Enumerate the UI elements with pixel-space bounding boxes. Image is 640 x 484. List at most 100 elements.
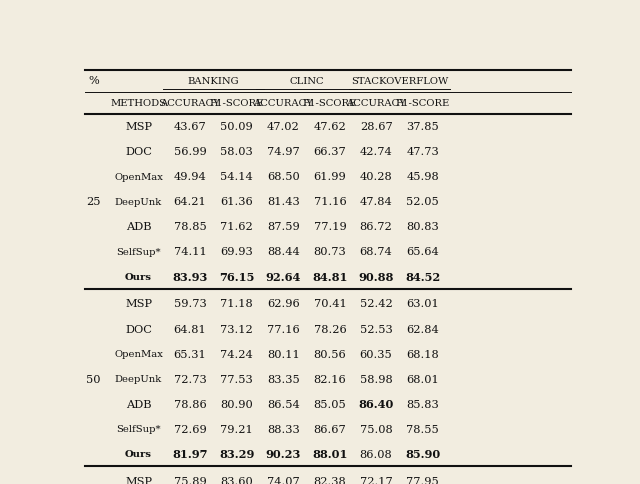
Text: 83.29: 83.29: [219, 448, 255, 459]
Text: 86.08: 86.08: [360, 449, 392, 459]
Text: 40.28: 40.28: [360, 172, 392, 182]
Text: 72.73: 72.73: [173, 374, 207, 384]
Text: 61.99: 61.99: [314, 172, 346, 182]
Text: 47.62: 47.62: [314, 122, 346, 132]
Text: 82.38: 82.38: [314, 476, 346, 484]
Text: 77.95: 77.95: [406, 476, 439, 484]
Text: F1-SCORE: F1-SCORE: [210, 99, 264, 107]
Text: 78.85: 78.85: [173, 222, 207, 232]
Text: 88.01: 88.01: [312, 448, 348, 459]
Text: 75.89: 75.89: [173, 476, 207, 484]
Text: DOC: DOC: [125, 324, 152, 334]
Text: STACKOVERFLOW: STACKOVERFLOW: [351, 77, 448, 86]
Text: 71.16: 71.16: [314, 197, 346, 207]
Text: 80.83: 80.83: [406, 222, 439, 232]
Text: OpenMax: OpenMax: [114, 349, 163, 358]
Text: 58.03: 58.03: [220, 147, 253, 157]
Text: DeepUnk: DeepUnk: [115, 197, 162, 206]
Text: 28.67: 28.67: [360, 122, 392, 132]
Text: 80.73: 80.73: [314, 247, 346, 257]
Text: 77.53: 77.53: [220, 374, 253, 384]
Text: 50.09: 50.09: [220, 122, 253, 132]
Text: 45.98: 45.98: [406, 172, 439, 182]
Text: 84.81: 84.81: [312, 271, 348, 282]
Text: 76.15: 76.15: [219, 271, 255, 282]
Text: 68.50: 68.50: [267, 172, 300, 182]
Text: 77.19: 77.19: [314, 222, 346, 232]
Text: 82.16: 82.16: [314, 374, 346, 384]
Text: 69.93: 69.93: [220, 247, 253, 257]
Text: 83.60: 83.60: [220, 476, 253, 484]
Text: 83.35: 83.35: [267, 374, 300, 384]
Text: 60.35: 60.35: [360, 349, 392, 359]
Text: 47.73: 47.73: [406, 147, 439, 157]
Text: 65.64: 65.64: [406, 247, 439, 257]
Text: 54.14: 54.14: [220, 172, 253, 182]
Text: 80.56: 80.56: [314, 349, 346, 359]
Text: 59.73: 59.73: [173, 299, 207, 309]
Text: ACCURACY: ACCURACY: [346, 99, 406, 107]
Text: 90.88: 90.88: [358, 271, 394, 282]
Text: 85.05: 85.05: [314, 399, 346, 408]
Text: 78.55: 78.55: [406, 424, 439, 434]
Text: 56.99: 56.99: [173, 147, 207, 157]
Text: 61.36: 61.36: [220, 197, 253, 207]
Text: F1-SCORE: F1-SCORE: [396, 99, 450, 107]
Text: 58.98: 58.98: [360, 374, 392, 384]
Text: 68.74: 68.74: [360, 247, 392, 257]
Text: ADB: ADB: [125, 399, 151, 408]
Text: 62.96: 62.96: [267, 299, 300, 309]
Text: 47.02: 47.02: [267, 122, 300, 132]
Text: ACCURACY: ACCURACY: [253, 99, 314, 107]
Text: Ours: Ours: [125, 449, 152, 458]
Text: 81.43: 81.43: [267, 197, 300, 207]
Text: 64.21: 64.21: [173, 197, 207, 207]
Text: 85.83: 85.83: [406, 399, 439, 408]
Text: OpenMax: OpenMax: [114, 172, 163, 182]
Text: 68.18: 68.18: [406, 349, 439, 359]
Text: 84.52: 84.52: [405, 271, 440, 282]
Text: 77.16: 77.16: [267, 324, 300, 334]
Text: METHODS: METHODS: [111, 99, 166, 107]
Text: DOC: DOC: [125, 147, 152, 157]
Text: 86.40: 86.40: [358, 398, 394, 409]
Text: DeepUnk: DeepUnk: [115, 374, 162, 383]
Text: 90.23: 90.23: [266, 448, 301, 459]
Text: 71.18: 71.18: [220, 299, 253, 309]
Text: 74.07: 74.07: [267, 476, 300, 484]
Text: 65.31: 65.31: [173, 349, 207, 359]
Text: MSP: MSP: [125, 299, 152, 309]
Text: 52.05: 52.05: [406, 197, 439, 207]
Text: 88.33: 88.33: [267, 424, 300, 434]
Text: 49.94: 49.94: [173, 172, 207, 182]
Text: 64.81: 64.81: [173, 324, 207, 334]
Text: SelfSup*: SelfSup*: [116, 424, 161, 433]
Text: F1-SCORE: F1-SCORE: [303, 99, 357, 107]
Text: 63.01: 63.01: [406, 299, 439, 309]
Text: ACCURACY: ACCURACY: [160, 99, 220, 107]
Text: 79.21: 79.21: [220, 424, 253, 434]
Text: 52.53: 52.53: [360, 324, 392, 334]
Text: Ours: Ours: [125, 272, 152, 281]
Text: 72.17: 72.17: [360, 476, 392, 484]
Text: BANKING: BANKING: [188, 77, 239, 86]
Text: 74.24: 74.24: [220, 349, 253, 359]
Text: 47.84: 47.84: [360, 197, 392, 207]
Text: ADB: ADB: [125, 222, 151, 232]
Text: 81.97: 81.97: [172, 448, 208, 459]
Text: 86.54: 86.54: [267, 399, 300, 408]
Text: 74.97: 74.97: [267, 147, 300, 157]
Text: 68.01: 68.01: [406, 374, 439, 384]
Text: 87.59: 87.59: [267, 222, 300, 232]
Text: MSP: MSP: [125, 476, 152, 484]
Text: 73.12: 73.12: [220, 324, 253, 334]
Text: 78.86: 78.86: [173, 399, 207, 408]
Text: 88.44: 88.44: [267, 247, 300, 257]
Text: 86.72: 86.72: [360, 222, 392, 232]
Text: %: %: [88, 76, 99, 86]
Text: 74.11: 74.11: [173, 247, 207, 257]
Text: 50: 50: [86, 374, 100, 384]
Text: 71.62: 71.62: [220, 222, 253, 232]
Text: 72.69: 72.69: [173, 424, 207, 434]
Text: 78.26: 78.26: [314, 324, 346, 334]
